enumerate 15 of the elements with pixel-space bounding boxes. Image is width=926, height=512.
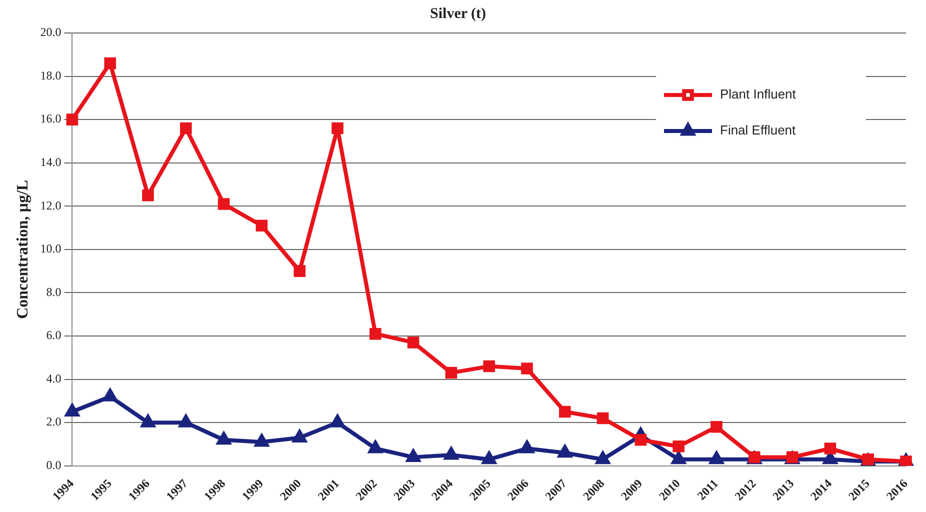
y-tick-label: 14.0 — [40, 155, 62, 170]
y-tick-label: 6.0 — [46, 328, 62, 342]
legend-label: Plant Influent — [720, 86, 796, 102]
y-axis-title: Concentration, µg/L — [14, 180, 32, 319]
y-tick-label: 4.0 — [46, 371, 62, 386]
chart-title: Silver (t) — [430, 6, 486, 22]
legend-label: Final Effluent — [720, 122, 796, 138]
y-tick-label: 20.0 — [40, 25, 62, 40]
y-tick-label: 16.0 — [40, 112, 62, 126]
y-tick-label: 18.0 — [40, 68, 62, 82]
y-tick-label: 10.0 — [40, 242, 62, 256]
y-tick-label: 0.0 — [46, 458, 62, 472]
y-tick-label: 2.0 — [46, 414, 62, 429]
y-tick-label: 12.0 — [40, 198, 62, 212]
y-tick-label: 8.0 — [46, 284, 62, 299]
